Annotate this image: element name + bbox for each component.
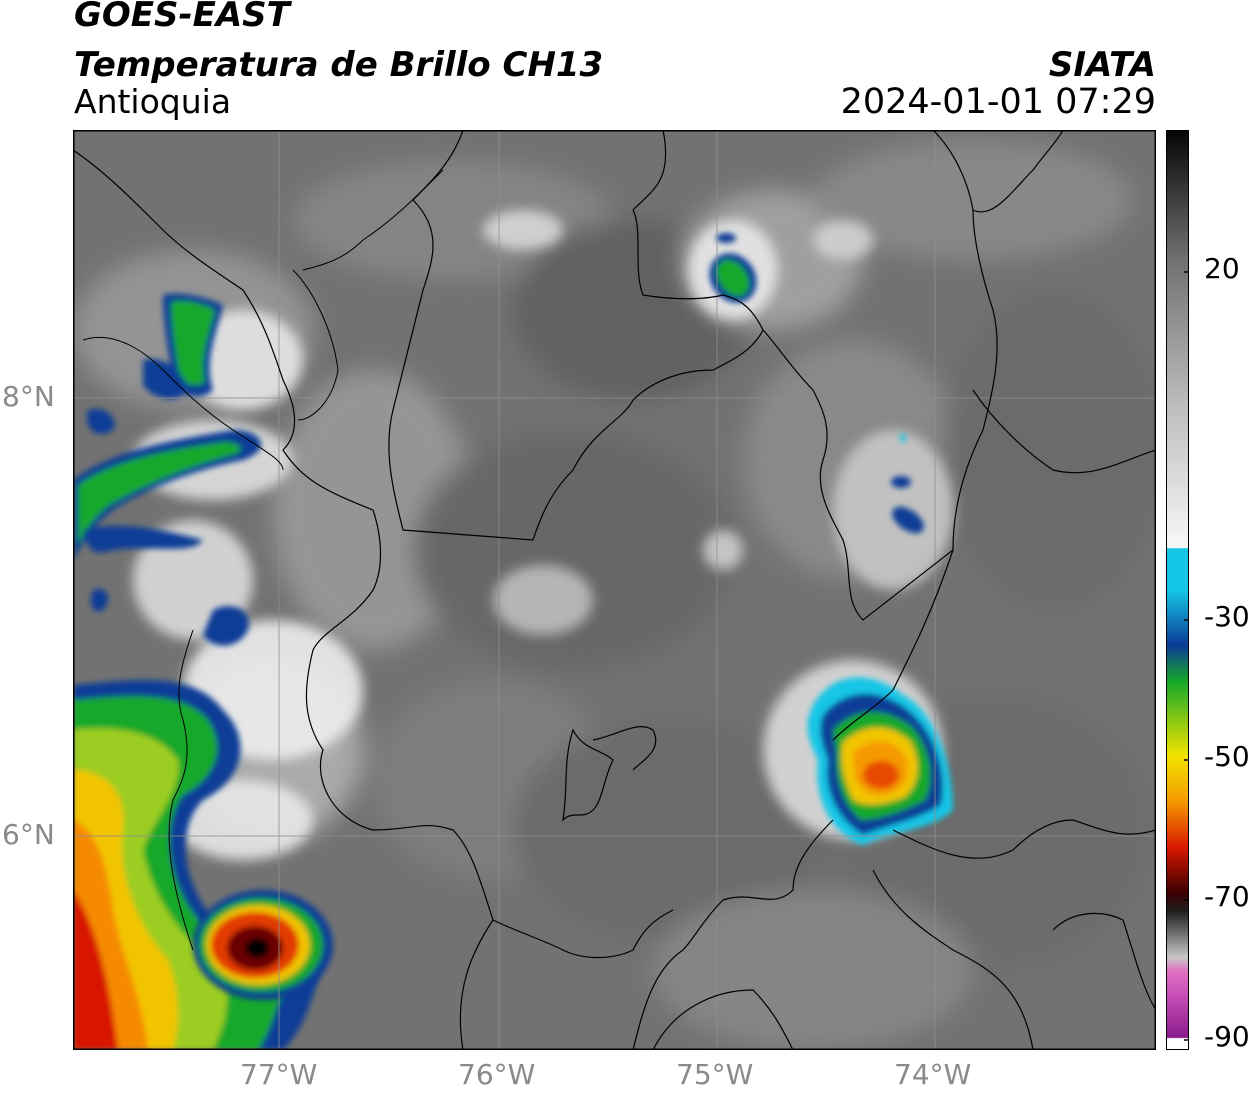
- lat-label-6n: 6°N: [2, 818, 55, 851]
- convective-fragments-east: [891, 434, 924, 534]
- colorbar-tick-minus90: -90: [1204, 1020, 1250, 1053]
- colorbar-tick-minus70: -70: [1204, 880, 1250, 913]
- colorbar-tick-minus30: -30: [1204, 600, 1250, 633]
- lon-label-77w: 77°W: [240, 1058, 318, 1091]
- lon-label-76w: 76°W: [458, 1058, 536, 1091]
- title-satellite: GOES-EAST: [74, 0, 290, 35]
- colorbar-tick-minus50: -50: [1204, 740, 1250, 773]
- brightness-temperature-map: [73, 130, 1156, 1050]
- lat-label-8n: 8°N: [2, 380, 55, 413]
- graticule: [73, 130, 1156, 1050]
- lon-label-74w: 74°W: [894, 1058, 972, 1091]
- convective-cell-east: [807, 677, 953, 845]
- convective-cell-north: [709, 233, 757, 303]
- colorbar-tick-20: 20: [1204, 252, 1240, 285]
- map-frame: [73, 130, 1156, 1050]
- lon-label-75w: 75°W: [676, 1058, 754, 1091]
- timestamp-label: 2024-01-01 07:29: [840, 82, 1156, 122]
- administrative-borders: [73, 130, 1156, 1050]
- convective-cell-southwest: [193, 890, 333, 1000]
- colorbar: [1166, 130, 1189, 1050]
- title-region: Antioquia: [74, 82, 232, 121]
- organization-label: SIATA: [1048, 45, 1156, 85]
- coastline: [82, 169, 444, 951]
- convective-streaks-northwest: [73, 293, 262, 646]
- title-product: Temperatura de Brillo CH13: [74, 45, 604, 85]
